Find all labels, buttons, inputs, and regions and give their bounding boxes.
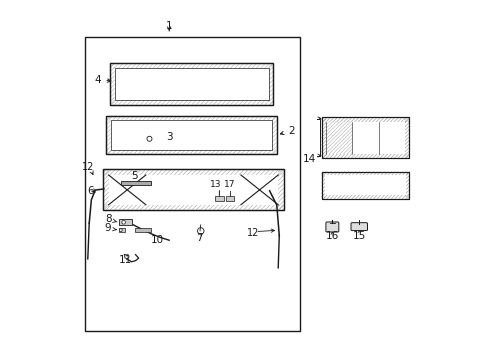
FancyBboxPatch shape xyxy=(325,222,338,232)
Circle shape xyxy=(119,229,122,231)
Circle shape xyxy=(122,221,125,224)
Bar xyxy=(110,121,272,149)
Bar xyxy=(321,117,408,122)
Bar xyxy=(102,169,108,211)
Bar xyxy=(321,154,408,158)
Bar xyxy=(110,63,115,105)
Bar xyxy=(135,228,151,232)
Circle shape xyxy=(124,254,129,258)
Bar xyxy=(325,122,352,154)
Bar xyxy=(268,63,273,105)
Bar xyxy=(225,197,233,201)
Bar xyxy=(115,68,268,100)
Text: 14: 14 xyxy=(303,154,316,164)
Bar xyxy=(404,117,408,158)
Bar xyxy=(102,169,284,175)
Text: 6: 6 xyxy=(87,186,94,196)
Text: 15: 15 xyxy=(352,231,365,240)
Bar xyxy=(325,175,405,195)
Bar xyxy=(325,122,404,154)
Text: 12: 12 xyxy=(247,228,259,238)
Bar xyxy=(115,68,268,100)
Bar xyxy=(321,195,408,199)
Bar xyxy=(321,117,408,158)
Text: 4: 4 xyxy=(95,75,111,85)
Bar xyxy=(321,117,325,158)
Text: 12: 12 xyxy=(82,162,95,172)
Bar xyxy=(321,172,408,175)
Circle shape xyxy=(197,228,203,234)
Text: 3: 3 xyxy=(165,132,172,142)
Bar xyxy=(110,63,273,68)
Bar xyxy=(106,116,110,154)
Text: 17: 17 xyxy=(223,180,235,189)
Bar xyxy=(405,172,408,199)
Text: 1: 1 xyxy=(165,21,172,31)
Text: 10: 10 xyxy=(151,235,164,245)
Bar xyxy=(272,116,276,154)
Bar xyxy=(106,116,276,121)
Bar xyxy=(121,181,151,185)
Bar xyxy=(110,63,273,105)
Bar xyxy=(321,172,408,199)
Bar xyxy=(119,220,131,225)
Text: 7: 7 xyxy=(195,233,202,243)
Bar xyxy=(108,175,278,205)
Text: 2: 2 xyxy=(280,126,294,135)
Circle shape xyxy=(147,136,152,141)
Bar xyxy=(102,205,284,211)
Bar xyxy=(119,228,125,232)
Bar xyxy=(110,100,273,105)
Bar xyxy=(110,121,272,149)
Bar xyxy=(110,63,273,105)
Bar xyxy=(278,169,284,211)
Bar xyxy=(106,149,276,154)
Bar xyxy=(102,169,284,211)
Text: 13: 13 xyxy=(210,180,221,189)
Bar xyxy=(215,197,224,201)
Text: 9: 9 xyxy=(104,224,116,233)
Bar xyxy=(85,37,300,330)
Text: 8: 8 xyxy=(105,215,117,224)
FancyBboxPatch shape xyxy=(350,223,367,230)
Bar xyxy=(321,172,325,199)
Text: 5: 5 xyxy=(130,171,137,181)
Bar xyxy=(321,117,408,158)
Bar xyxy=(321,172,408,199)
Bar xyxy=(106,116,276,154)
Bar xyxy=(102,169,284,211)
Text: 16: 16 xyxy=(325,231,338,240)
Bar xyxy=(106,116,276,154)
Text: 11: 11 xyxy=(119,255,132,265)
